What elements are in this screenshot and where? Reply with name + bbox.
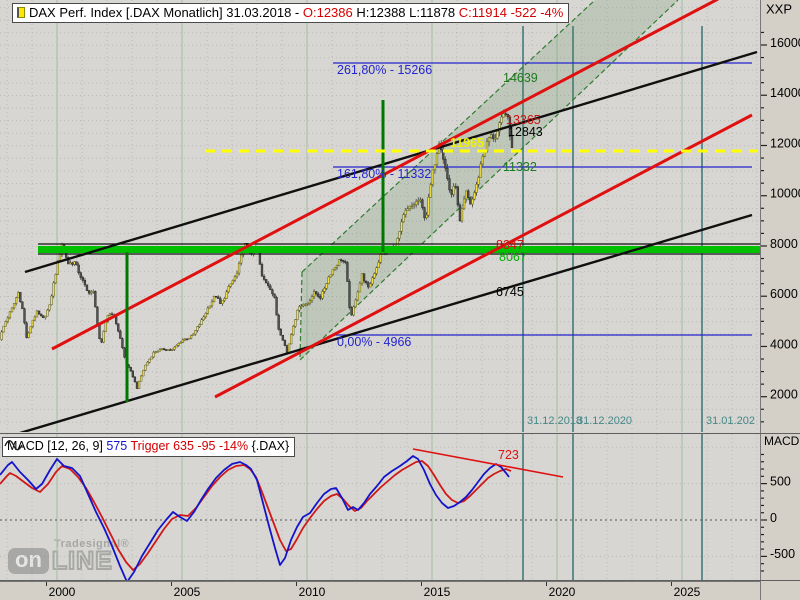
series-flag-icon <box>17 7 25 18</box>
legend-text-part: DAX Perf. Index [.DAX Monatlich] <box>29 5 227 20</box>
logo-line-text: LINE <box>51 547 113 575</box>
chart-title-legend[interactable]: DAX Perf. Index [.DAX Monatlich] 31.03.2… <box>12 3 570 23</box>
year-tick <box>296 582 297 586</box>
year-tick <box>671 582 672 586</box>
year-tick <box>421 582 422 586</box>
svg-text:-500: -500 <box>770 547 795 561</box>
legend-text-part: C:11914 -522 -4% <box>458 5 564 20</box>
svg-text:261,80% - 15266: 261,80% - 15266 <box>337 63 432 77</box>
svg-text:14639: 14639 <box>503 71 538 85</box>
svg-text:723: 723 <box>498 448 519 462</box>
year-label: 2005 <box>173 585 201 599</box>
year-label: 2000 <box>48 585 76 599</box>
price-axis[interactable]: XXP 16000 14000 12000 10000 8000 6000 4000 2000 M… <box>760 0 800 600</box>
svg-text:8000: 8000 <box>770 237 798 251</box>
macd-bottom-border <box>0 580 800 581</box>
svg-text:161,80% - 11332: 161,80% - 11332 <box>337 167 431 181</box>
legend-text-part: 31.03.2018 - <box>226 5 303 20</box>
trend-channel <box>299 0 679 361</box>
logo-on-badge: on <box>8 548 49 574</box>
year-label: 2025 <box>673 585 701 599</box>
year-label: 2010 <box>298 585 326 599</box>
chart-title-text: DAX Perf. Index [.DAX Monatlich] 31.03.2… <box>29 5 563 20</box>
svg-text:31.01.202: 31.01.202 <box>706 415 755 427</box>
svg-text:500: 500 <box>770 474 791 488</box>
legend-text-part: 575 <box>106 439 131 453</box>
trend-lines <box>19 0 758 432</box>
legend-text-part: O:12386 <box>302 5 357 20</box>
legend-text-part: Trigger 635 -95 -14% <box>130 439 252 453</box>
time-axis[interactable]: 2000 2005 2010 2015 2020 2025 <box>0 581 760 600</box>
annotation-labels: 261,80% - 15266 161,80% - 11332 0,00% - 49… <box>337 63 755 427</box>
svg-text:8347: 8347 <box>496 238 524 252</box>
svg-text:11965: 11965 <box>450 136 484 150</box>
svg-text:4000: 4000 <box>770 337 798 351</box>
svg-text:10000: 10000 <box>770 187 800 201</box>
svg-text:6745: 6745 <box>496 285 524 299</box>
year-tick <box>46 582 47 586</box>
svg-text:11332: 11332 <box>503 160 537 174</box>
year-label: 2020 <box>548 585 576 599</box>
svg-text:31.12.2020: 31.12.2020 <box>577 415 632 427</box>
svg-text:13365: 13365 <box>506 113 541 127</box>
svg-text:12843: 12843 <box>508 125 543 139</box>
macd-trigger-line <box>0 460 512 571</box>
svg-text:2000: 2000 <box>770 388 798 402</box>
macd-indicator-panel[interactable] <box>0 434 760 580</box>
price-axis-canvas: XXP 16000 14000 12000 10000 8000 6000 4000 2000 M… <box>761 2 800 572</box>
svg-text:31.12.2018: 31.12.2018 <box>527 415 582 427</box>
grid-layer <box>6 434 758 580</box>
macd-trendline <box>412 448 564 478</box>
svg-text:12000: 12000 <box>770 136 800 150</box>
sine-wave-icon <box>4 440 23 451</box>
year-tick <box>546 582 547 586</box>
svg-text:XXP: XXP <box>766 2 792 17</box>
panel-divider[interactable] <box>0 433 800 434</box>
macd-chart-canvas[interactable]: 723 <box>0 434 760 580</box>
price-chart-canvas[interactable]: 261,80% - 15266 161,80% - 11332 0,00% - 49… <box>0 0 760 432</box>
legend-text-part: MACD [12, 26, 9] <box>7 439 107 453</box>
svg-text:MACD: MACD <box>764 434 800 448</box>
svg-text:0: 0 <box>770 511 777 525</box>
svg-text:6000: 6000 <box>770 287 798 301</box>
year-label: 2015 <box>423 585 451 599</box>
tradesignal-online-logo: Tradesignal® on LINE <box>8 538 129 575</box>
macd-line <box>0 455 510 580</box>
svg-text:8067: 8067 <box>499 250 527 264</box>
svg-text:0,00% - 4966: 0,00% - 4966 <box>337 335 411 349</box>
macd-legend-text: MACD [12, 26, 9] 575 Trigger 635 -95 -14… <box>7 439 289 454</box>
support-band <box>38 243 760 255</box>
fibonacci-lines <box>333 62 752 336</box>
svg-text:16000: 16000 <box>770 36 800 50</box>
macd-legend[interactable]: MACD [12, 26, 9] 575 Trigger 635 -95 -14… <box>2 437 296 457</box>
year-tick <box>171 582 172 586</box>
svg-text:14000: 14000 <box>770 86 800 100</box>
candles-layer <box>0 109 514 389</box>
legend-text-part: {.DAX} <box>251 439 290 453</box>
legend-text-part: H:12388 L:11878 <box>356 5 459 20</box>
